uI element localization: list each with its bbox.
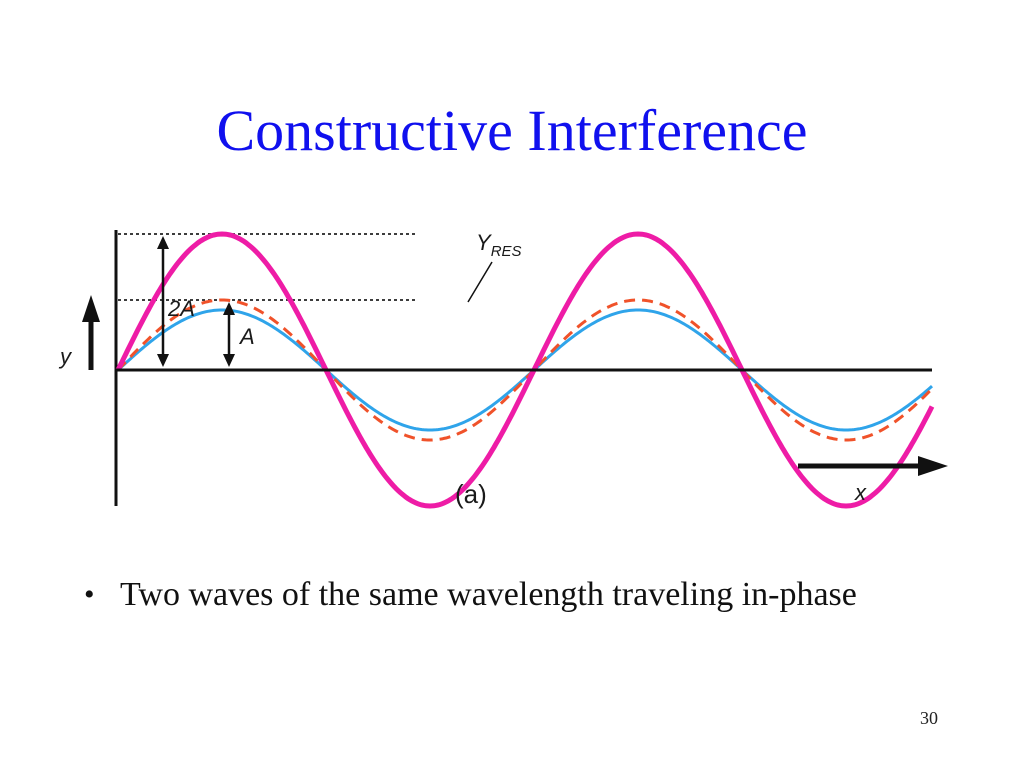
- bullet-text: Two waves of the same wavelength traveli…: [120, 576, 857, 613]
- bullet-item: • Two waves of the same wavelength trave…: [84, 572, 914, 618]
- wave-resultant: [115, 231, 935, 509]
- panel-label: (a): [455, 479, 487, 509]
- x-axis-arrow: [798, 456, 948, 476]
- x-axis-label: x: [854, 480, 867, 505]
- bullet-list: • Two waves of the same wavelength trave…: [84, 572, 914, 618]
- two-a-arrow: [157, 236, 169, 367]
- a-label: A: [238, 324, 255, 349]
- y-axis-label: y: [58, 344, 73, 369]
- a-arrow: [223, 302, 235, 367]
- wave-dashed-orange: [116, 298, 934, 442]
- wave-solid-blue: [116, 308, 934, 432]
- interference-diagram: y x 2A A YRES (a): [58, 230, 948, 509]
- yres-label-main: Y: [476, 230, 492, 255]
- y-axis-arrow: [82, 295, 100, 370]
- page-number: 30: [920, 708, 938, 728]
- yres-label: YRES: [476, 230, 522, 260]
- two-a-label: 2A: [167, 296, 195, 321]
- yres-pointer-line: [467, 261, 493, 303]
- slide-title: Constructive Interference: [216, 98, 808, 163]
- yres-label-sub: RES: [491, 243, 522, 260]
- bullet-dot-icon: •: [84, 578, 95, 611]
